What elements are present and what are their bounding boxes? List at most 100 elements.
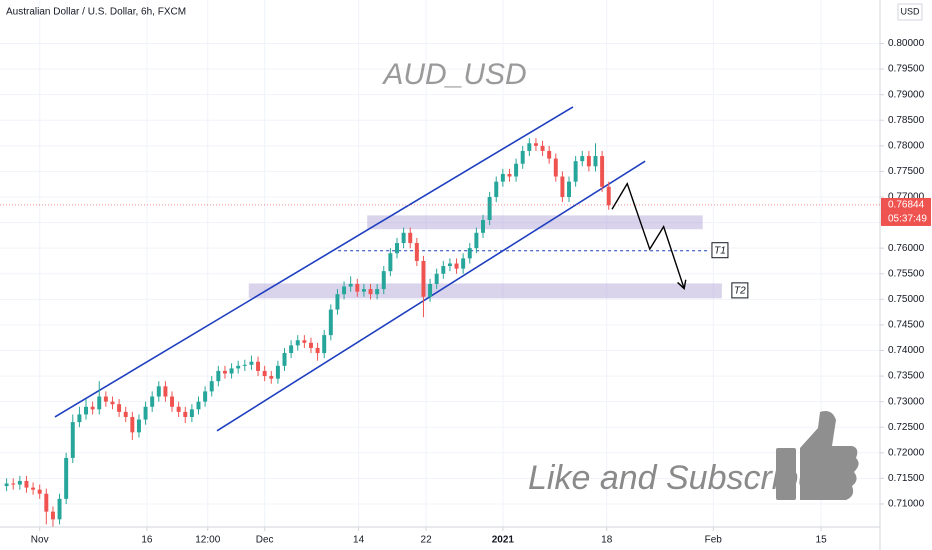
candle-body: [487, 196, 492, 221]
candle-body: [494, 181, 499, 197]
timer-box: [881, 211, 931, 226]
candle-body: [606, 186, 611, 206]
candle-body: [593, 156, 598, 167]
candle-body: [262, 370, 267, 377]
candle-body: [183, 411, 188, 417]
last-price-label: 0.76844: [888, 200, 925, 211]
candle-body: [269, 376, 274, 379]
candle-body: [567, 181, 572, 197]
x-tick-label: 16: [141, 535, 153, 546]
candle-body: [308, 342, 313, 348]
candle-body: [37, 489, 42, 494]
candle-body: [11, 483, 16, 485]
x-tick-label: 18: [601, 535, 613, 546]
candle-body: [203, 391, 208, 402]
arrow-head: [677, 279, 687, 290]
candle-body: [249, 361, 254, 365]
candle-body: [196, 401, 201, 410]
candle-body: [50, 511, 55, 520]
y-tick-label: 0.78500: [888, 115, 925, 126]
candle-body: [117, 404, 122, 412]
y-tick-label: 0.74500: [888, 320, 925, 331]
y-tick-label: 0.77000: [888, 192, 925, 203]
candle-body: [70, 422, 75, 458]
candle-body: [533, 143, 538, 146]
candle-body: [90, 406, 95, 410]
candle-body: [24, 480, 29, 488]
y-tick-label: 0.79500: [888, 64, 925, 75]
target-label: T1: [714, 245, 726, 256]
zone: [367, 215, 703, 230]
candle-body: [170, 396, 175, 407]
candle-body: [540, 145, 545, 151]
y-tick-label: 0.73000: [888, 396, 925, 407]
candle-body: [421, 260, 426, 297]
x-tick-label: Dec: [256, 535, 274, 546]
candle-body: [302, 340, 307, 343]
candle-body: [520, 150, 525, 164]
header: Australian Dollar / U.S. Dollar, 6h, FXC…: [6, 7, 186, 18]
candle-body: [401, 232, 406, 244]
candle-body: [143, 406, 148, 420]
y-tick-label: 0.79000: [888, 89, 925, 100]
candle-body: [57, 498, 62, 520]
y-tick-label: 0.74000: [888, 345, 925, 356]
y-tick-label: 0.75500: [888, 268, 925, 279]
candle-body: [97, 396, 102, 410]
candle-body: [275, 365, 280, 379]
candle-body: [322, 335, 327, 354]
candle-body: [130, 416, 135, 433]
candle-body: [553, 158, 558, 177]
candle-body: [236, 365, 241, 369]
candle-body: [103, 396, 108, 402]
candle-body: [17, 480, 22, 485]
y-tick-label: 0.71500: [888, 473, 925, 484]
grid: [0, 0, 880, 527]
currency: USD: [900, 6, 920, 16]
candle-body: [467, 248, 472, 259]
candle-body: [395, 243, 399, 254]
y-tick-label: 0.78000: [888, 140, 925, 151]
candle-body: [461, 258, 466, 269]
candle-body: [381, 271, 386, 290]
candle-body: [84, 406, 88, 415]
candle-body: [434, 273, 439, 284]
candle-body: [156, 386, 161, 397]
candle-body: [600, 156, 605, 187]
channel-line: [54, 106, 574, 418]
candle-body: [229, 368, 234, 374]
y-tick-label: 0.77500: [888, 166, 925, 177]
candle-body: [163, 386, 168, 397]
y-tick-label: 0.80000: [888, 38, 925, 49]
candle-body: [580, 156, 585, 162]
candle-body: [4, 483, 9, 487]
last-price-box: [881, 197, 931, 212]
candle-body: [328, 309, 333, 336]
x-tick-label: 2021: [492, 535, 515, 546]
candle-body: [586, 156, 591, 167]
x-tick-label: 12:00: [195, 535, 220, 546]
candle-body: [222, 370, 227, 374]
candle-body: [375, 289, 380, 295]
candle-body: [189, 409, 194, 417]
candle-body: [216, 370, 221, 382]
y-tick-label: 0.76000: [888, 243, 925, 254]
y-tick-label: 0.72000: [888, 447, 925, 458]
candle-body: [295, 340, 300, 346]
candle-body: [209, 381, 214, 392]
x-tick-label: 15: [816, 535, 828, 546]
candle-body: [256, 361, 261, 371]
candle-body: [368, 289, 373, 295]
x-tick-label: 14: [353, 535, 365, 546]
candles: [4, 138, 611, 527]
candle-body: [474, 232, 479, 249]
zone: [248, 283, 722, 299]
candle-body: [110, 401, 115, 405]
candle-body: [454, 263, 459, 269]
candle-body: [315, 347, 320, 354]
target-label: T2: [734, 286, 746, 297]
thumb-icon: [776, 411, 859, 500]
target-box: [711, 242, 729, 259]
target-box: [731, 282, 749, 299]
